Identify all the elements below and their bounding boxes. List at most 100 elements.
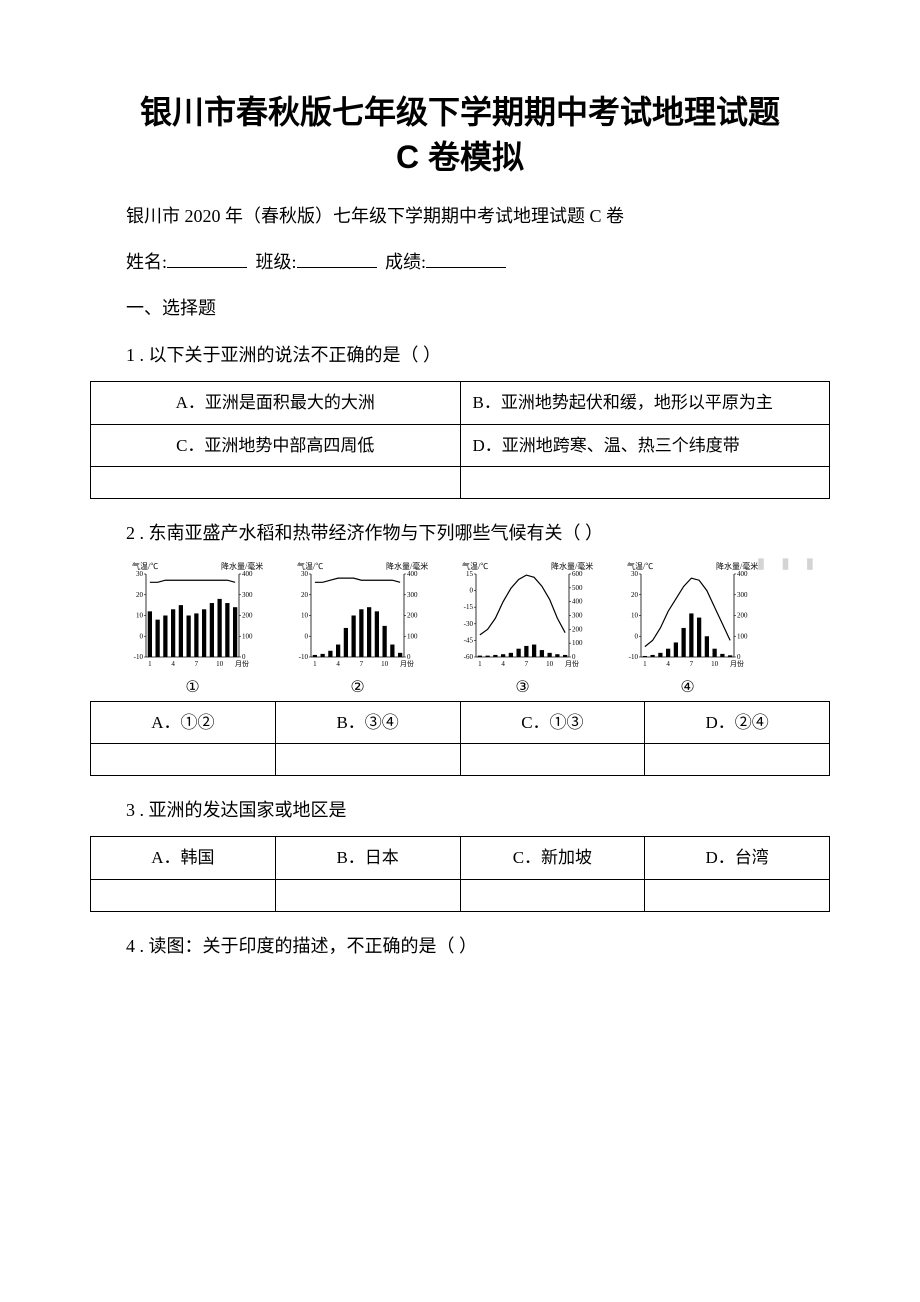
svg-text:400: 400 (572, 597, 583, 605)
q1-options-table: A．亚洲是面积最大的大洲 B．亚洲地势起伏和缓，地形以平原为主 C．亚洲地势中部… (90, 381, 830, 499)
question-1: 1 . 以下关于亚洲的说法不正确的是（ ） (90, 339, 830, 371)
q1-optD: D．亚洲地跨寒、温、热三个纬度带 (460, 424, 830, 467)
svg-text:-60: -60 (464, 653, 474, 661)
svg-text:-10: -10 (299, 653, 309, 661)
subtitle: 银川市 2020 年（春秋版）七年级下学期期中考试地理试题 C 卷 (90, 200, 830, 232)
svg-text:30: 30 (301, 570, 309, 578)
q1-empty (91, 467, 461, 499)
svg-text:500: 500 (572, 583, 583, 591)
svg-text:月份: 月份 (400, 659, 414, 668)
question-4: 4 . 读图：关于印度的描述，不正确的是（ ） (90, 930, 830, 962)
svg-text:4: 4 (501, 660, 505, 668)
svg-text:7: 7 (195, 660, 199, 668)
svg-text:4: 4 (171, 660, 175, 668)
question-3: 3 . 亚洲的发达国家或地区是 (90, 794, 830, 826)
svg-text:10: 10 (711, 660, 719, 668)
svg-text:7: 7 (690, 660, 694, 668)
svg-text:0: 0 (470, 586, 474, 594)
svg-text:4: 4 (336, 660, 340, 668)
class-input[interactable] (297, 250, 377, 268)
svg-text:月份: 月份 (730, 659, 744, 668)
chart-4: 气温/℃降水量/毫米-100102030010020030040014710月份… (615, 560, 760, 697)
svg-text:100: 100 (737, 632, 748, 640)
svg-text:300: 300 (572, 611, 583, 619)
svg-text:10: 10 (381, 660, 389, 668)
label-score: 成绩: (385, 252, 426, 272)
svg-text:7: 7 (525, 660, 529, 668)
svg-text:1: 1 (313, 660, 317, 668)
svg-text:0: 0 (635, 632, 639, 640)
svg-text:10: 10 (136, 611, 144, 619)
q2-optA: A．①② (91, 701, 276, 744)
svg-text:0: 0 (140, 632, 144, 640)
q2-optD: D．②④ (645, 701, 830, 744)
svg-text:-15: -15 (464, 603, 474, 611)
svg-text:200: 200 (737, 611, 748, 619)
svg-text:0: 0 (305, 632, 309, 640)
section-title: 一、选择题 (90, 292, 830, 324)
label-name: 姓名: (126, 252, 167, 272)
svg-text:4: 4 (666, 660, 670, 668)
q3-optD: D．台湾 (645, 837, 830, 880)
svg-text:月份: 月份 (565, 659, 579, 668)
chart-4-label: ④ (680, 677, 694, 697)
q2-options-table: A．①② B．③④ C．①③ D．②④ (90, 701, 830, 777)
q1-optC: C．亚洲地势中部高四周低 (91, 424, 461, 467)
svg-text:20: 20 (301, 590, 309, 598)
svg-text:20: 20 (136, 590, 144, 598)
svg-text:月份: 月份 (235, 659, 249, 668)
svg-text:10: 10 (301, 611, 309, 619)
svg-text:10: 10 (546, 660, 554, 668)
svg-text:400: 400 (737, 570, 748, 578)
svg-text:-10: -10 (629, 653, 639, 661)
svg-text:-45: -45 (464, 636, 474, 644)
svg-text:200: 200 (242, 611, 253, 619)
q1-optA: A．亚洲是面积最大的大洲 (91, 382, 461, 425)
svg-text:1: 1 (478, 660, 482, 668)
chart-2: 气温/℃降水量/毫米-100102030010020030040014710月份… (285, 560, 430, 697)
svg-text:20: 20 (631, 590, 639, 598)
svg-text:200: 200 (572, 625, 583, 633)
q3-optC: C．新加坡 (460, 837, 645, 880)
svg-text:100: 100 (242, 632, 253, 640)
svg-text:-10: -10 (134, 653, 144, 661)
q3-optA: A．韩国 (91, 837, 276, 880)
svg-text:400: 400 (242, 570, 253, 578)
chart-1: 气温/℃降水量/毫米-100102030010020030040014710月份… (120, 560, 265, 697)
svg-text:1: 1 (148, 660, 152, 668)
q2-optB: B．③④ (275, 701, 460, 744)
svg-text:15: 15 (466, 570, 474, 578)
svg-text:400: 400 (407, 570, 418, 578)
svg-text:30: 30 (136, 570, 144, 578)
name-input[interactable] (167, 250, 247, 268)
svg-text:300: 300 (407, 590, 418, 598)
page-title-line1: 银川市春秋版七年级下学期期中考试地理试题 (140, 94, 780, 130)
q3-optB: B．日本 (275, 837, 460, 880)
svg-text:100: 100 (572, 639, 583, 647)
climate-charts: ▮ ▮ ▮ 气温/℃降水量/毫米-10010203001002003004001… (120, 560, 830, 697)
svg-text:600: 600 (572, 570, 583, 578)
svg-text:300: 300 (737, 590, 748, 598)
q1-optB: B．亚洲地势起伏和缓，地形以平原为主 (460, 382, 830, 425)
svg-text:200: 200 (407, 611, 418, 619)
chart-3-label: ③ (515, 677, 529, 697)
question-2: 2 . 东南亚盛产水稻和热带经济作物与下列哪些气候有关（ ） (90, 517, 830, 549)
svg-text:30: 30 (631, 570, 639, 578)
svg-text:-30: -30 (464, 619, 474, 627)
watermark: ▮ ▮ ▮ (757, 554, 820, 572)
chart-1-label: ① (185, 677, 199, 697)
svg-text:7: 7 (360, 660, 364, 668)
chart-2-label: ② (350, 677, 364, 697)
svg-text:10: 10 (631, 611, 639, 619)
q2-optC: C．①③ (460, 701, 645, 744)
svg-text:10: 10 (216, 660, 224, 668)
svg-text:1: 1 (643, 660, 647, 668)
chart-3: 气温/℃降水量/毫米-60-45-30-15015010020030040050… (450, 560, 595, 697)
page-title-line2: C 卷模拟 (396, 139, 524, 175)
score-input[interactable] (426, 250, 506, 268)
label-class: 班级: (256, 252, 297, 272)
form-line: 姓名: 班级: 成绩: (90, 246, 830, 278)
q3-options-table: A．韩国 B．日本 C．新加坡 D．台湾 (90, 836, 830, 912)
svg-text:100: 100 (407, 632, 418, 640)
svg-text:300: 300 (242, 590, 253, 598)
